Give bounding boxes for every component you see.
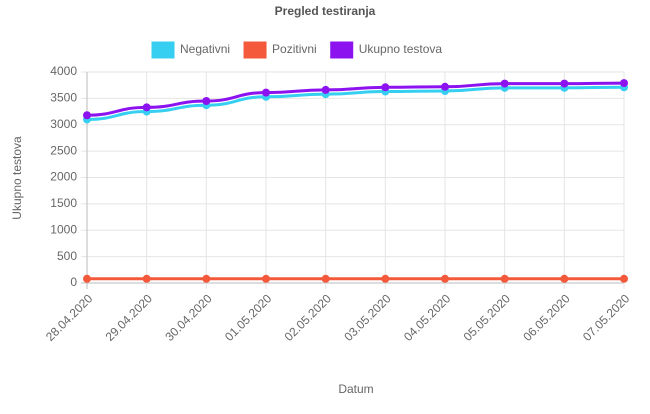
point (620, 79, 628, 88)
x-tick-label: 03.05.2020 (341, 291, 394, 344)
point (262, 274, 270, 283)
point (142, 103, 151, 112)
x-tick-label: 28.04.2020 (43, 291, 96, 344)
series-line (86, 81, 625, 117)
legend-swatch (243, 41, 267, 59)
y-tick-label: 4000 (50, 64, 77, 78)
point (142, 274, 151, 283)
point (321, 85, 330, 94)
point (560, 79, 569, 88)
legend-label: Ukupno testova (359, 42, 443, 56)
y-axis-label: Ukupno testova (10, 136, 24, 220)
y-tick-label: 0 (70, 275, 77, 289)
point (620, 274, 628, 283)
y-tick-label: 2000 (50, 170, 77, 184)
series-line (86, 85, 625, 121)
y-tick-label: 3500 (50, 91, 77, 105)
y-tick-label: 2500 (50, 143, 77, 157)
point (321, 274, 330, 283)
x-tick-label: 02.05.2020 (282, 291, 335, 344)
point (83, 111, 91, 120)
chart-title: Pregled testiranja (275, 4, 376, 18)
x-tick-label: 01.05.2020 (222, 291, 275, 344)
point (381, 83, 390, 92)
point (500, 79, 509, 88)
point (202, 97, 211, 106)
point (441, 274, 449, 283)
y-tick-label: 3000 (50, 117, 77, 131)
x-axis-label: Datum (338, 382, 373, 396)
y-tick-label: 1500 (50, 196, 77, 210)
point (500, 274, 509, 283)
point (560, 274, 569, 283)
point (202, 274, 211, 283)
x-tick-label: 29.04.2020 (103, 291, 156, 344)
x-tick-label: 07.05.2020 (580, 291, 633, 344)
point (262, 88, 270, 97)
point (83, 274, 91, 283)
legend-label: Negativni (180, 42, 230, 56)
y-tick-label: 1000 (50, 222, 77, 236)
point (381, 274, 390, 283)
y-tick-label: 500 (57, 249, 77, 263)
legend-swatch (151, 41, 175, 59)
legend-swatch (330, 41, 354, 59)
legend-label: Pozitivni (272, 42, 317, 56)
x-tick-label: 05.05.2020 (461, 291, 514, 344)
x-tick-label: 06.05.2020 (520, 291, 573, 344)
x-tick-label: 30.04.2020 (162, 291, 215, 344)
x-tick-label: 04.05.2020 (401, 291, 454, 344)
point (441, 82, 449, 91)
